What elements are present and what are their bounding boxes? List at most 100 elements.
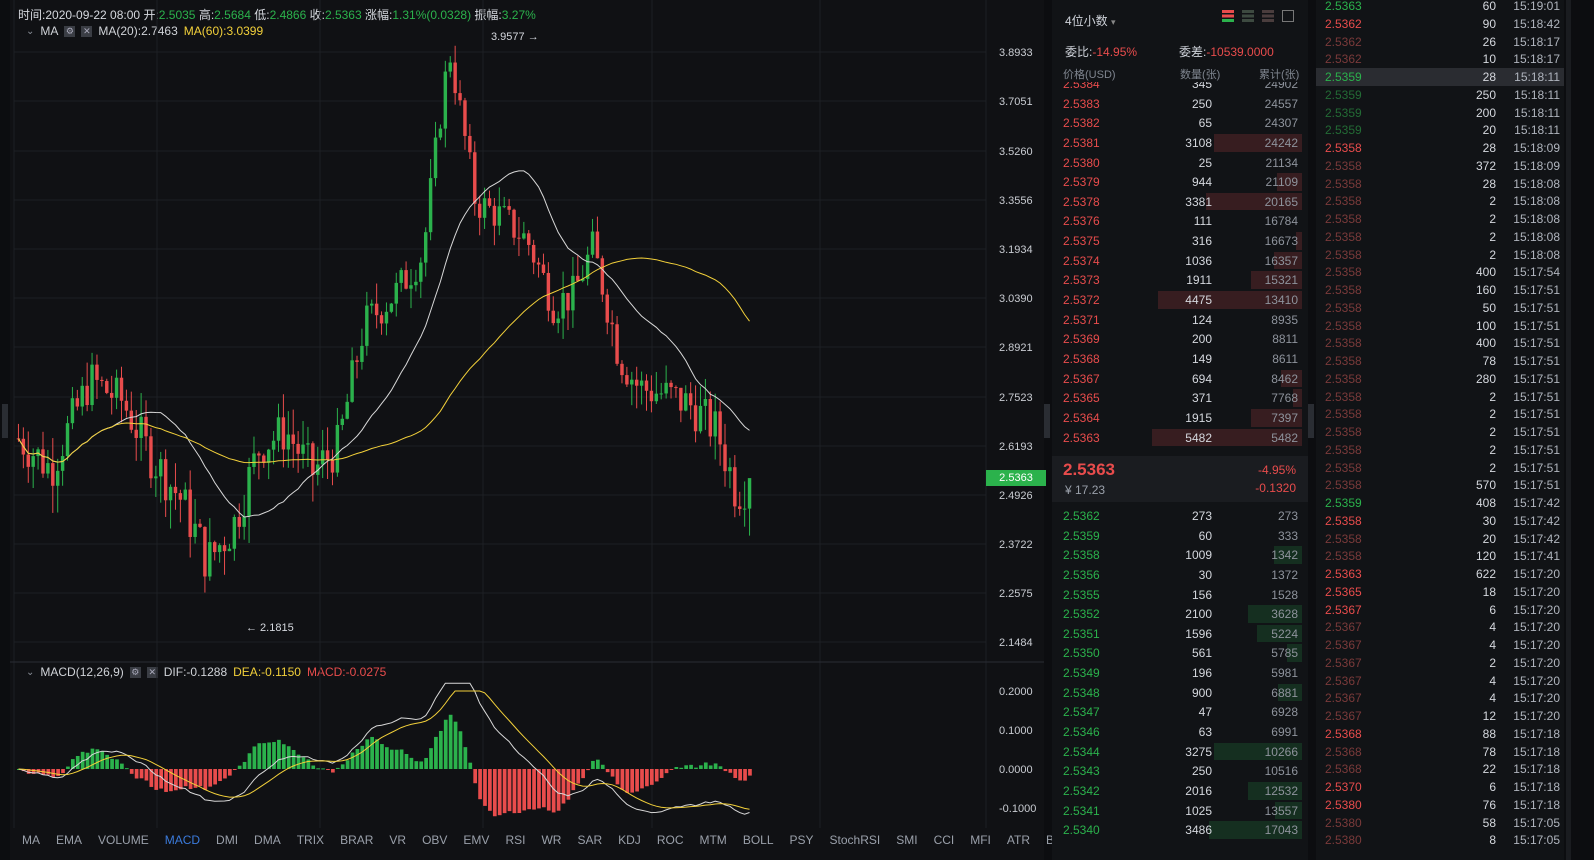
trade-row[interactable]: 2.5358 2 15:18:08 — [1316, 246, 1564, 264]
tab-roc[interactable]: ROC — [656, 833, 684, 847]
trade-row[interactable]: 2.5362 26 15:18:17 — [1316, 33, 1564, 51]
trade-row[interactable]: 2.5358 400 15:17:54 — [1316, 263, 1564, 281]
trade-row[interactable]: 2.5358 30 15:17:42 — [1316, 512, 1564, 530]
scrollbar-track[interactable] — [1566, 0, 1571, 860]
trade-row[interactable]: 2.5358 400 15:17:51 — [1316, 334, 1564, 352]
trade-row[interactable]: 2.5358 2 15:17:51 — [1316, 441, 1564, 459]
tab-macd[interactable]: MACD — [164, 833, 201, 847]
trade-row[interactable]: 2.5358 2 15:18:08 — [1316, 192, 1564, 210]
trade-row[interactable]: 2.5358 570 15:17:51 — [1316, 476, 1564, 494]
trade-row[interactable]: 2.5362 10 15:18:17 — [1316, 50, 1564, 68]
bids-only-icon[interactable] — [1242, 10, 1254, 22]
collapse-ma-icon[interactable]: ⌄ — [26, 25, 35, 37]
ask-row[interactable]: 2.5379 944 21109 — [1052, 172, 1308, 192]
collapse-macd-icon[interactable]: ⌄ — [26, 666, 35, 678]
tab-smi[interactable]: SMI — [896, 833, 918, 847]
ask-row[interactable]: 2.5367 694 8462 — [1052, 369, 1308, 389]
tab-vr[interactable]: VR — [389, 833, 407, 847]
bid-row[interactable]: 2.5347 47 6928 — [1052, 702, 1308, 722]
asks-only-icon[interactable] — [1262, 10, 1274, 22]
tab-obv[interactable]: OBV — [422, 833, 448, 847]
tab-trix[interactable]: TRIX — [296, 833, 325, 847]
trade-row[interactable]: 2.5380 8 15:17:05 — [1316, 831, 1564, 849]
tab-dma[interactable]: DMA — [254, 833, 281, 847]
bid-row[interactable]: 2.5362 273 273 — [1052, 506, 1308, 526]
tab-psy[interactable]: PSY — [789, 833, 814, 847]
tab-rsi[interactable]: RSI — [505, 833, 526, 847]
tab-sar[interactable]: SAR — [577, 833, 603, 847]
ask-row[interactable]: 2.5374 1036 16357 — [1052, 251, 1308, 271]
trade-row[interactable]: 2.5363 622 15:17:20 — [1316, 565, 1564, 583]
ask-row[interactable]: 2.5372 4475 13410 — [1052, 290, 1308, 310]
bid-row[interactable]: 2.5351 1596 5224 — [1052, 624, 1308, 644]
tab-mfi[interactable]: MFI — [970, 833, 991, 847]
trade-row[interactable]: 2.5367 4 15:17:20 — [1316, 636, 1564, 654]
tab-cci[interactable]: CCI — [933, 833, 955, 847]
trade-row[interactable]: 2.5358 50 15:17:51 — [1316, 299, 1564, 317]
tab-dmi[interactable]: DMI — [216, 833, 239, 847]
bid-row[interactable]: 2.5344 3275 10266 — [1052, 742, 1308, 762]
bid-row[interactable]: 2.5350 561 5785 — [1052, 643, 1308, 663]
trade-row[interactable]: 2.5358 160 15:17:51 — [1316, 281, 1564, 299]
trade-row[interactable]: 2.5367 2 15:17:20 — [1316, 654, 1564, 672]
trade-row[interactable]: 2.5358 100 15:17:51 — [1316, 317, 1564, 335]
trades-scrollbar-area[interactable] — [1564, 0, 1594, 860]
trade-row[interactable]: 2.5358 78 15:17:51 — [1316, 352, 1564, 370]
precision-select[interactable]: 4位小数 ▾ — [1065, 12, 1116, 29]
tab-boll[interactable]: BOLL — [742, 833, 774, 847]
tab-emv[interactable]: EMV — [463, 833, 490, 847]
bid-row[interactable]: 2.5349 196 5981 — [1052, 663, 1308, 683]
trade-row[interactable]: 2.5358 280 15:17:51 — [1316, 370, 1564, 388]
trade-row[interactable]: 2.5358 28 15:18:09 — [1316, 139, 1564, 157]
tab-wr[interactable]: WR — [541, 833, 562, 847]
trade-row[interactable]: 2.5368 22 15:17:18 — [1316, 760, 1564, 778]
trade-row[interactable]: 2.5367 4 15:17:20 — [1316, 672, 1564, 690]
trade-row[interactable]: 2.5380 58 15:17:05 — [1316, 814, 1564, 832]
tab-atr[interactable]: ATR — [1006, 833, 1031, 847]
trade-row[interactable]: 2.5358 20 15:17:42 — [1316, 530, 1564, 548]
ask-row[interactable]: 2.5381 3108 24242 — [1052, 133, 1308, 153]
ask-row[interactable]: 2.5365 371 7768 — [1052, 388, 1308, 408]
ask-row[interactable]: 2.5375 316 16673 — [1052, 231, 1308, 251]
ask-row[interactable]: 2.5369 200 8811 — [1052, 329, 1308, 349]
trade-row[interactable]: 2.5358 2 15:17:51 — [1316, 459, 1564, 477]
bid-row[interactable]: 2.5355 156 1528 — [1052, 585, 1308, 605]
trade-row[interactable]: 2.5367 6 15:17:20 — [1316, 601, 1564, 619]
ask-row[interactable]: 2.5368 149 8611 — [1052, 349, 1308, 369]
trade-row[interactable]: 2.5359 250 15:18:11 — [1316, 86, 1564, 104]
book-collapse-handle[interactable] — [1306, 404, 1314, 438]
expand-icon[interactable] — [1282, 10, 1294, 22]
bid-row[interactable]: 2.5342 2016 12532 — [1052, 781, 1308, 801]
tab-ema[interactable]: EMA — [56, 833, 83, 847]
tab-stochrsi[interactable]: StochRSI — [829, 833, 881, 847]
settings-icon[interactable]: ⚙ — [64, 25, 76, 37]
bid-row[interactable]: 2.5340 3486 17043 — [1052, 820, 1308, 840]
tab-ma[interactable]: MA — [22, 833, 40, 847]
trade-row[interactable]: 2.5358 2 15:18:08 — [1316, 228, 1564, 246]
bid-row[interactable]: 2.5341 1025 13557 — [1052, 801, 1308, 821]
both-sides-icon[interactable] — [1222, 10, 1234, 22]
ask-row[interactable]: 2.5384 345 24902 — [1052, 82, 1308, 94]
trade-row[interactable]: 2.5358 28 15:18:08 — [1316, 175, 1564, 193]
ask-row[interactable]: 2.5364 1915 7397 — [1052, 408, 1308, 428]
close-icon[interactable]: ✕ — [81, 25, 93, 37]
trade-row[interactable]: 2.5367 4 15:17:20 — [1316, 618, 1564, 636]
ask-row[interactable]: 2.5383 250 24557 — [1052, 94, 1308, 114]
tab-brar[interactable]: BRAR — [340, 833, 374, 847]
trade-row[interactable]: 2.5370 6 15:17:18 — [1316, 778, 1564, 796]
bid-row[interactable]: 2.5346 63 6991 — [1052, 722, 1308, 742]
trade-row[interactable]: 2.5358 2 15:17:51 — [1316, 405, 1564, 423]
ask-row[interactable]: 2.5382 65 24307 — [1052, 113, 1308, 133]
trade-row[interactable]: 2.5368 88 15:17:18 — [1316, 725, 1564, 743]
bid-row[interactable]: 2.5348 900 6881 — [1052, 683, 1308, 703]
chart-collapse-handle[interactable] — [1044, 404, 1050, 438]
trade-row[interactable]: 2.5359 28 15:18:11 — [1316, 68, 1564, 86]
settings-icon[interactable]: ⚙ — [129, 666, 141, 678]
tab-mtm[interactable]: MTM — [699, 833, 727, 847]
trade-row[interactable]: 2.5367 4 15:17:20 — [1316, 689, 1564, 707]
trade-row[interactable]: 2.5362 90 15:18:42 — [1316, 15, 1564, 33]
bid-row[interactable]: 2.5359 60 333 — [1052, 526, 1308, 546]
trade-row[interactable]: 2.5358 120 15:17:41 — [1316, 547, 1564, 565]
ask-row[interactable]: 2.5380 25 21134 — [1052, 153, 1308, 173]
trade-row[interactable]: 2.5359 408 15:17:42 — [1316, 494, 1564, 512]
